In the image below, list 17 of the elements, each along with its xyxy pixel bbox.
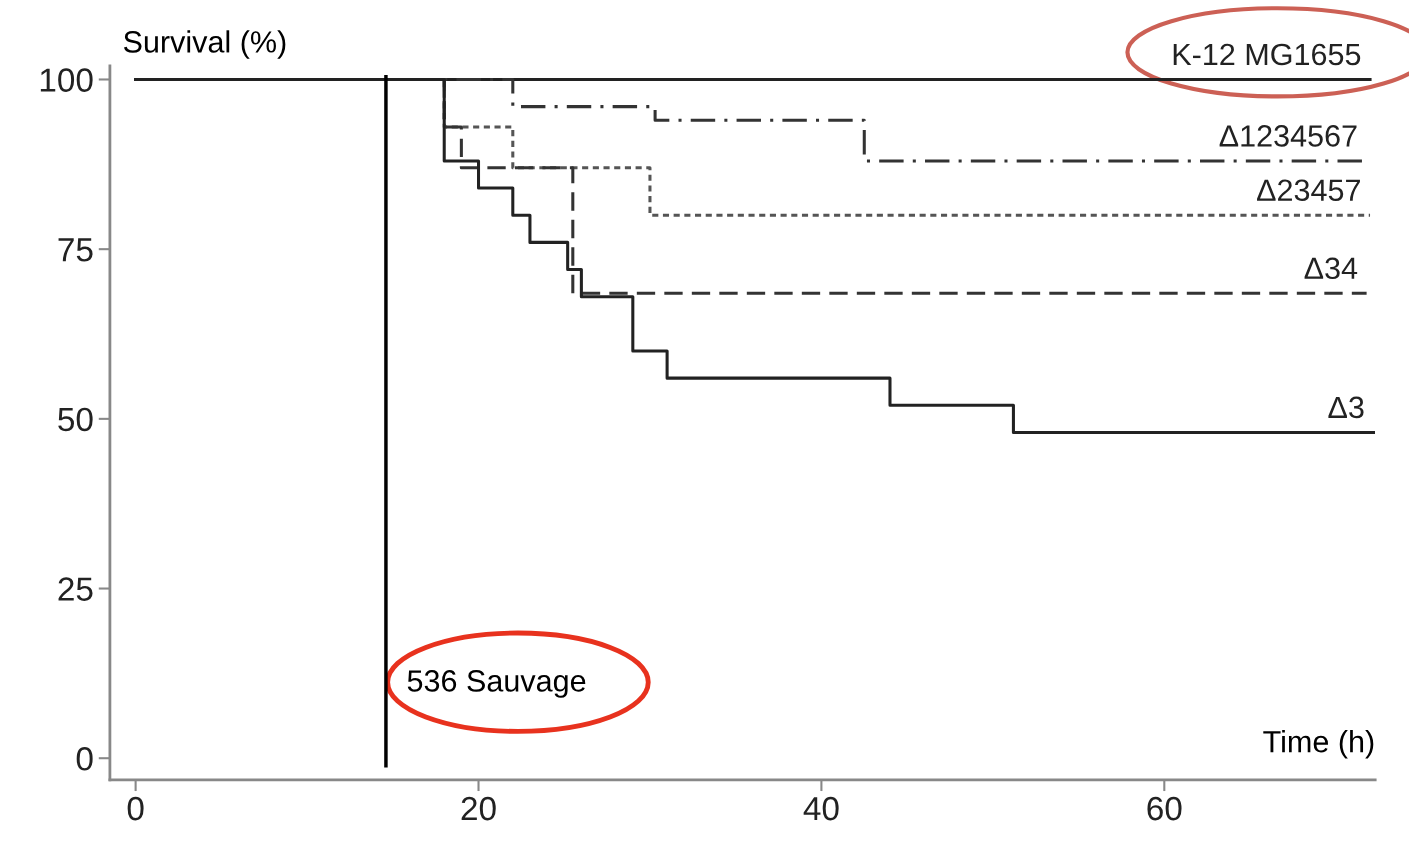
x-tick-label: 20 (461, 796, 496, 821)
y-tick-label: 25 (58, 577, 93, 601)
y-tick-label: 75 (58, 238, 93, 262)
x-tick-label: 60 (1147, 796, 1182, 821)
series-label: K-12 MG1655 (1173, 43, 1361, 66)
x-tick-label: 0 (127, 796, 144, 821)
series-label: Δ34 (1304, 257, 1358, 280)
x-axis-title: Time (h) (1263, 730, 1374, 759)
y-tick-label: 100 (40, 68, 93, 92)
series-label: Δ23457 (1257, 179, 1360, 202)
series-label: Δ3 (1328, 396, 1364, 419)
y-axis-title: Survival (%) (123, 30, 286, 59)
x-tick-label: 40 (803, 796, 839, 821)
ref-line-label: 536 Sauvage (407, 670, 586, 698)
y-tick-label: 50 (58, 407, 93, 432)
series-label: Δ1234567 (1219, 125, 1357, 147)
y-tick-label: 0 (76, 747, 93, 771)
